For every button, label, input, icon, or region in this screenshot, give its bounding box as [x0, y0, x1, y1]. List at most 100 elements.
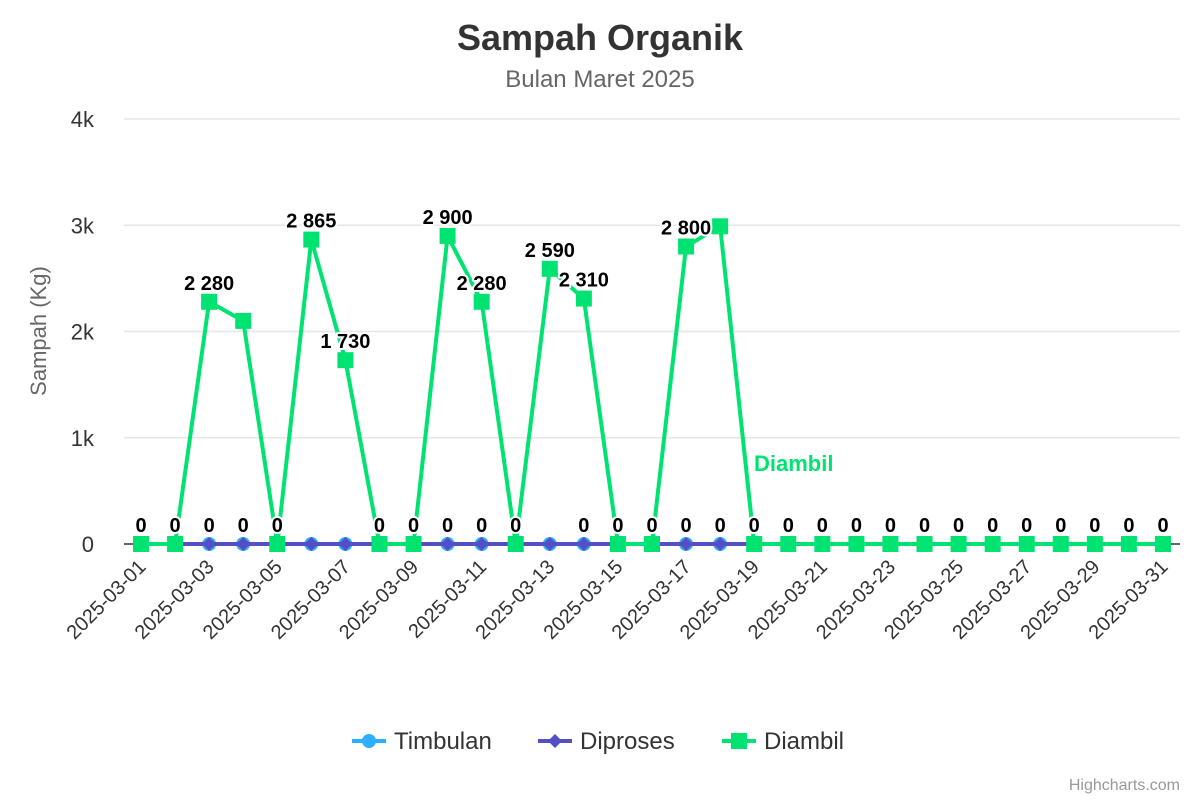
- data-point: [542, 537, 557, 551]
- data-label: 2 590: [525, 240, 575, 262]
- data-label: 0: [953, 515, 964, 537]
- data-point: [575, 290, 592, 307]
- legend-item-diproses[interactable]: Diproses: [538, 728, 675, 755]
- data-point: [679, 537, 694, 551]
- data-point: [235, 312, 252, 329]
- data-point: [950, 536, 967, 552]
- data-point: [1052, 536, 1069, 552]
- data-label: 0: [612, 515, 623, 537]
- data-label: 0: [374, 515, 385, 537]
- legend-item-timbulan[interactable]: Timbulan: [352, 728, 492, 755]
- data-point: [848, 536, 865, 552]
- legend-item-diambil[interactable]: Diambil: [722, 728, 844, 755]
- data-point: [644, 536, 660, 552]
- data-point: [1086, 536, 1103, 552]
- data-label: 2 280: [184, 273, 234, 295]
- series-inline-label: Diambil: [754, 451, 833, 476]
- data-label: 0: [510, 515, 521, 537]
- series-layer: [133, 218, 1171, 552]
- data-label: 2 900: [423, 207, 473, 229]
- legend-label: Diambil: [764, 728, 844, 755]
- data-point: [1120, 536, 1137, 552]
- data-point: [269, 536, 286, 552]
- credits-link[interactable]: Highcharts.com: [1069, 777, 1180, 794]
- data-label: 0: [1123, 515, 1134, 537]
- data-label: 0: [1055, 515, 1066, 537]
- data-label: 0: [1157, 515, 1168, 537]
- data-point: [439, 227, 456, 244]
- legend-label: Diproses: [580, 728, 675, 755]
- data-label: 0: [987, 515, 998, 537]
- chart-title: Sampah Organik: [457, 17, 744, 58]
- data-label: 0: [442, 515, 453, 537]
- data-label: 0: [1021, 515, 1032, 537]
- data-point: [133, 536, 149, 552]
- data-point: [405, 536, 422, 552]
- data-label: 0: [204, 515, 215, 537]
- data-point: [474, 537, 489, 551]
- y-tick-label: 2k: [71, 320, 95, 345]
- data-point: [548, 734, 562, 748]
- data-point: [882, 536, 899, 552]
- data-label: 2 865: [286, 211, 336, 233]
- data-label: 2 280: [457, 273, 507, 295]
- data-point: [303, 231, 320, 248]
- chart-subtitle: Bulan Maret 2025: [505, 66, 694, 93]
- data-point: [713, 537, 728, 551]
- y-axis-ticks: 0 1k 2k 3k 4k: [71, 107, 95, 557]
- y-tick-label: 0: [82, 532, 94, 557]
- legend-label: Timbulan: [394, 728, 492, 755]
- legend[interactable]: Timbulan Diproses Diambil: [352, 728, 844, 755]
- data-point: [814, 536, 831, 552]
- data-label: 0: [681, 515, 692, 537]
- data-label: 0: [749, 515, 760, 537]
- data-point: [984, 536, 1001, 552]
- data-point: [440, 537, 455, 551]
- data-point: [236, 537, 251, 551]
- data-point: [746, 536, 763, 552]
- data-point: [337, 352, 354, 369]
- data-label: 0: [578, 515, 589, 537]
- data-point: [338, 537, 353, 551]
- data-point: [362, 734, 376, 748]
- data-label: 0: [1089, 515, 1100, 537]
- data-point: [609, 536, 626, 552]
- data-label: 0: [851, 515, 862, 537]
- data-label: 0: [885, 515, 896, 537]
- data-label: 0: [170, 515, 181, 537]
- data-point: [201, 293, 218, 310]
- data-label: 0: [715, 515, 726, 537]
- data-point: [202, 537, 217, 551]
- data-label: 0: [646, 515, 657, 537]
- data-label: 0: [408, 515, 419, 537]
- data-point: [167, 536, 184, 552]
- series-line: [141, 224, 1163, 546]
- y-tick-label: 1k: [71, 426, 95, 451]
- data-label: 0: [135, 515, 146, 537]
- data-point: [1155, 536, 1171, 552]
- data-label: 0: [919, 515, 930, 537]
- data-point: [304, 537, 319, 551]
- data-point: [1018, 536, 1035, 552]
- data-point: [916, 536, 933, 552]
- y-tick-label: 3k: [71, 213, 95, 238]
- data-label: 2 310: [559, 270, 609, 292]
- data-point: [541, 260, 558, 277]
- data-point: [507, 536, 524, 552]
- y-axis-title: Sampah (Kg): [26, 266, 51, 396]
- data-label: 2 800: [661, 218, 711, 240]
- data-point: [731, 733, 747, 749]
- data-point: [780, 536, 797, 552]
- data-label: 1 730: [320, 331, 370, 353]
- data-point: [576, 537, 591, 551]
- series-diambil: [133, 218, 1171, 552]
- x-axis-ticks: 2025-03-012025-03-032025-03-052025-03-07…: [63, 556, 1173, 644]
- data-label: 0: [272, 515, 283, 537]
- data-labels: 0 0 2 280 0 2 865 1 730 0 0 2 900 2 280 0 2 590 2 31…: [133, 205, 1170, 539]
- data-point: [371, 536, 388, 552]
- y-tick-label: 4k: [71, 107, 95, 132]
- data-label: 0: [783, 515, 794, 537]
- data-label: 0: [476, 515, 487, 537]
